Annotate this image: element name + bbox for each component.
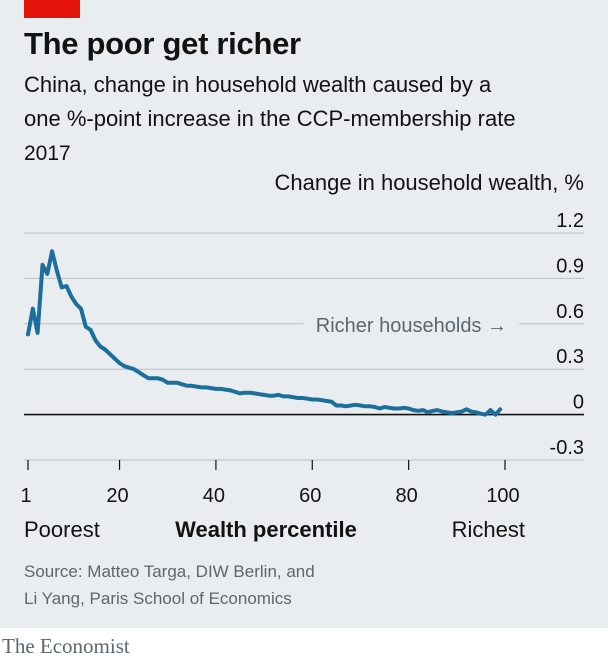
x-end-label-richest: Richest: [452, 517, 525, 542]
y-axis-label: Change in household wealth, %: [274, 170, 584, 195]
publisher-credit: The Economist: [2, 634, 130, 658]
annotation-background: [303, 313, 519, 339]
y-tick-label: 1.2: [556, 210, 584, 232]
series-line: [26, 249, 503, 417]
chart-subtitle-line-2: one %-point increase in the CCP-membersh…: [24, 106, 516, 131]
x-tick-label: 80: [396, 485, 418, 507]
line-chart: 1.2 0.9 0.6 0.3 0 -0.3 1 20 40 60 80 100 Richer hous…: [20, 210, 584, 542]
x-tick-label: 60: [299, 485, 321, 507]
chart-title: The poor get richer: [24, 26, 301, 61]
brand-tag: [24, 0, 80, 18]
x-tick-label: 1: [20, 485, 31, 507]
annotation-richer-households: Richer households →: [316, 315, 507, 337]
source-line-2: Li Yang, Paris School of Economics: [24, 589, 292, 608]
x-tick-label: 100: [486, 485, 519, 507]
x-tick-label: 20: [106, 485, 128, 507]
y-tick-label: 0.6: [556, 301, 584, 323]
x-tick-label: 40: [203, 485, 225, 507]
y-tick-label: 0: [573, 392, 584, 414]
y-tick-label: -0.3: [550, 437, 584, 459]
source-line-1: Source: Matteo Targa, DIW Berlin, and: [24, 562, 315, 581]
brand-tag-rect: [24, 0, 80, 18]
y-tick-label: 0.3: [556, 346, 584, 368]
chart-year: 2017: [24, 142, 71, 165]
chart-subtitle-line-1: China, change in household wealth caused…: [24, 72, 492, 97]
x-end-label-poorest: Poorest: [24, 517, 100, 542]
x-axis-label: Wealth percentile: [175, 517, 357, 542]
source-note: Source: Matteo Targa, DIW Berlin, and Li…: [24, 558, 384, 612]
y-tick-label: 0.9: [556, 255, 584, 277]
